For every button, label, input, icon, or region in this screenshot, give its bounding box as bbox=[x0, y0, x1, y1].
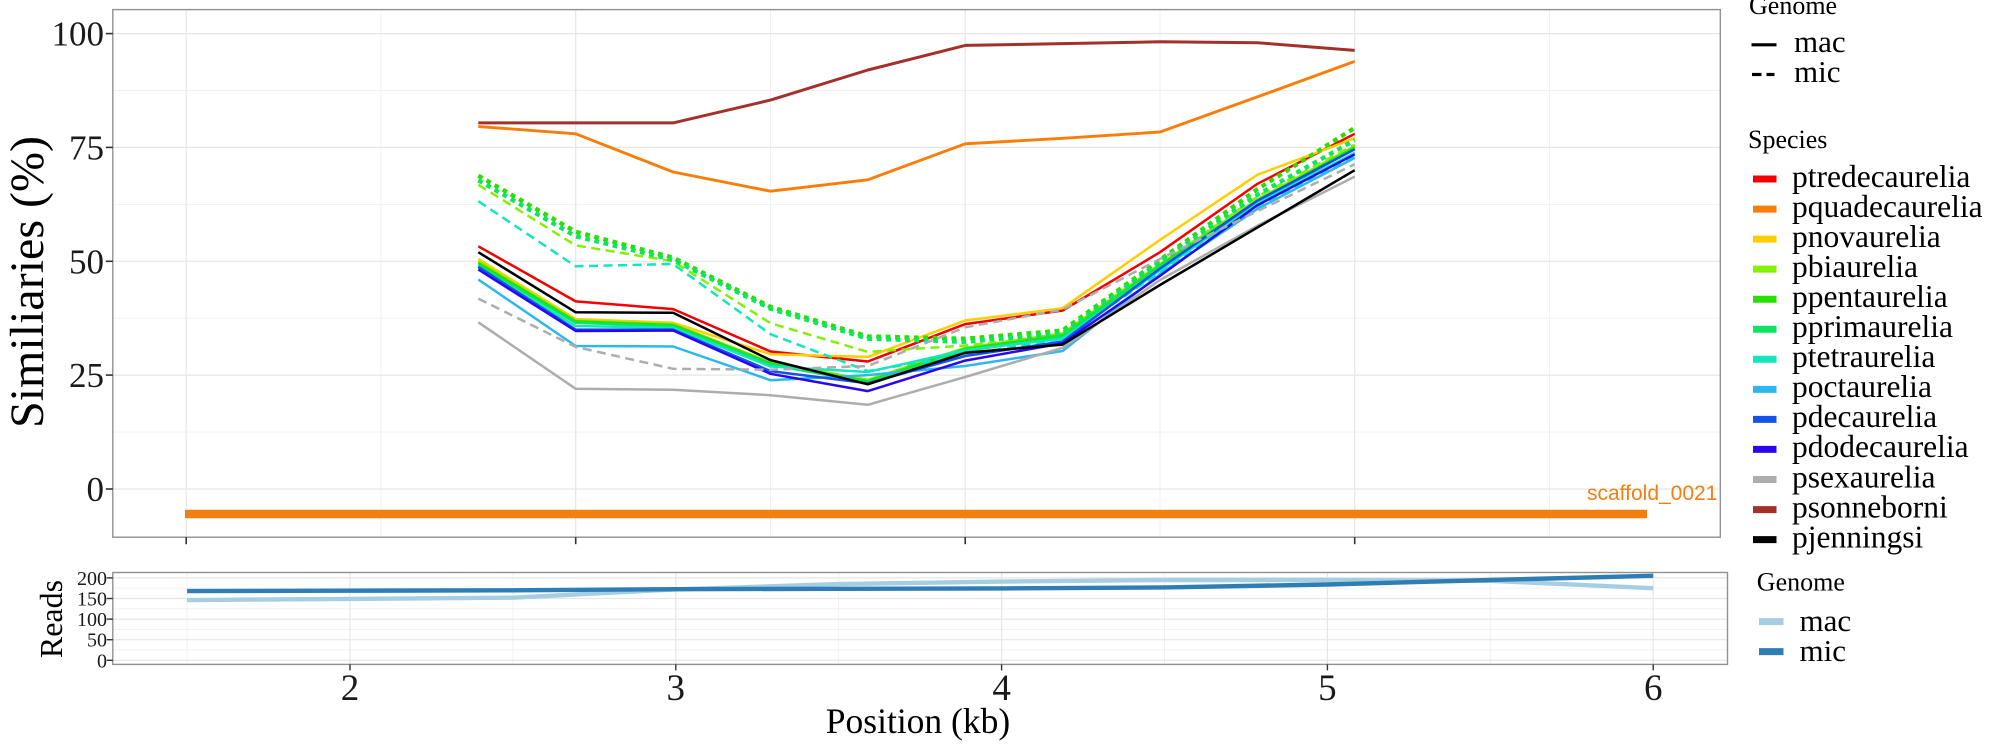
svg-text:100: 100 bbox=[52, 15, 105, 54]
svg-text:2: 2 bbox=[341, 668, 360, 709]
svg-text:0: 0 bbox=[97, 650, 107, 672]
svg-text:0: 0 bbox=[87, 470, 105, 509]
svg-text:mic: mic bbox=[1800, 633, 1847, 668]
svg-text:pquadecaurelia: pquadecaurelia bbox=[1792, 189, 1983, 224]
svg-text:pdecaurelia: pdecaurelia bbox=[1792, 399, 1937, 434]
svg-text:pbiaurelia: pbiaurelia bbox=[1792, 249, 1918, 284]
svg-text:pjenningsi: pjenningsi bbox=[1792, 519, 1923, 554]
svg-text:pprimaurelia: pprimaurelia bbox=[1792, 309, 1953, 344]
svg-text:25: 25 bbox=[69, 356, 104, 395]
svg-text:Position (kb): Position (kb) bbox=[826, 701, 1010, 741]
svg-text:Reads: Reads bbox=[33, 580, 69, 658]
svg-text:5: 5 bbox=[1318, 668, 1337, 709]
svg-text:4: 4 bbox=[992, 668, 1011, 709]
svg-text:3: 3 bbox=[667, 668, 686, 709]
svg-text:pnovaurelia: pnovaurelia bbox=[1792, 219, 1941, 254]
svg-text:ptetraurelia: ptetraurelia bbox=[1792, 339, 1935, 374]
svg-text:6: 6 bbox=[1644, 668, 1663, 709]
svg-text:ptredecaurelia: ptredecaurelia bbox=[1792, 159, 1970, 194]
svg-text:ppentaurelia: ppentaurelia bbox=[1792, 279, 1948, 314]
svg-text:poctaurelia: poctaurelia bbox=[1792, 369, 1932, 404]
svg-text:Genome: Genome bbox=[1757, 567, 1845, 596]
svg-text:50: 50 bbox=[69, 242, 104, 281]
svg-text:mic: mic bbox=[1794, 54, 1841, 89]
svg-text:scaffold_0021: scaffold_0021 bbox=[1587, 482, 1717, 505]
svg-text:200: 200 bbox=[77, 568, 107, 590]
svg-text:mac: mac bbox=[1794, 24, 1846, 59]
svg-text:mac: mac bbox=[1800, 603, 1852, 638]
svg-text:150: 150 bbox=[77, 589, 107, 611]
svg-text:100: 100 bbox=[77, 609, 107, 631]
svg-text:psexaurelia: psexaurelia bbox=[1792, 459, 1935, 494]
svg-text:Similiaries (%): Similiaries (%) bbox=[1, 136, 54, 428]
svg-text:pdodecaurelia: pdodecaurelia bbox=[1792, 429, 1969, 464]
svg-text:50: 50 bbox=[87, 630, 107, 652]
svg-text:Genome: Genome bbox=[1749, 0, 1837, 20]
svg-text:75: 75 bbox=[69, 128, 104, 167]
svg-text:Species: Species bbox=[1748, 125, 1827, 154]
svg-text:psonneborni: psonneborni bbox=[1792, 489, 1948, 524]
